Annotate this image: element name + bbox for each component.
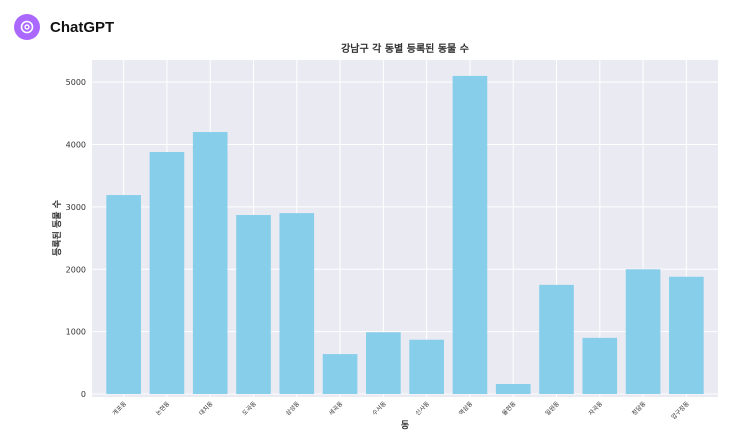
bar xyxy=(106,195,141,394)
x-tick-label: 세곡동 xyxy=(327,399,345,417)
header: ChatGPT xyxy=(14,14,114,40)
x-tick-label: 압구정동 xyxy=(669,399,691,421)
y-tick-label: 5000 xyxy=(66,78,86,87)
x-axis-label: 동 xyxy=(401,420,409,431)
bar xyxy=(192,132,228,394)
y-tick-label: 0 xyxy=(81,390,86,399)
bar xyxy=(539,284,574,394)
y-tick-label: 1000 xyxy=(66,328,86,337)
x-tick-label: 삼성동 xyxy=(284,399,302,417)
logo xyxy=(14,14,40,40)
plot-background xyxy=(92,60,718,397)
bar xyxy=(495,384,531,394)
x-tick-label: 대치동 xyxy=(197,399,215,417)
bar xyxy=(279,213,315,394)
bar xyxy=(625,269,661,394)
x-tick-label: 도곡동 xyxy=(241,400,258,417)
chart-title: 강남구 각 동별 등록된 동물 수 xyxy=(341,42,469,55)
x-tick-label: 수서동 xyxy=(370,399,388,417)
x-tick-label: 청담동 xyxy=(631,400,648,417)
x-tick-label: 율현동 xyxy=(500,399,518,417)
y-tick-label: 4000 xyxy=(66,141,86,150)
bar xyxy=(669,276,704,394)
y-tick-label: 2000 xyxy=(66,265,86,274)
bar xyxy=(236,214,271,394)
app-title: ChatGPT xyxy=(50,18,115,36)
bar xyxy=(149,151,185,394)
logo-icon xyxy=(20,20,34,34)
bar xyxy=(409,339,444,394)
x-tick-label: 자곡동 xyxy=(587,399,605,417)
x-tick-label: 논현동 xyxy=(154,399,172,417)
bar xyxy=(366,332,401,394)
x-tick-label: 신사동 xyxy=(414,399,432,417)
x-tick-label: 역삼동 xyxy=(457,399,475,417)
bar xyxy=(582,337,618,394)
x-tick-label: 개포동 xyxy=(111,399,129,417)
x-tick-label: 일원동 xyxy=(544,399,562,417)
bar xyxy=(452,75,488,395)
y-axis-label: 등록된 동물 수 xyxy=(51,200,63,256)
y-tick-label: 3000 xyxy=(66,203,86,212)
bar xyxy=(322,354,358,394)
